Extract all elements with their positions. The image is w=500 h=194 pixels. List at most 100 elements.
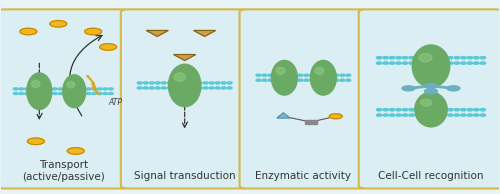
Circle shape: [310, 79, 315, 81]
Circle shape: [215, 82, 220, 84]
Circle shape: [428, 109, 434, 111]
Circle shape: [422, 57, 427, 59]
Circle shape: [80, 93, 85, 94]
Circle shape: [221, 82, 226, 84]
Circle shape: [402, 114, 408, 116]
Circle shape: [58, 88, 63, 90]
Circle shape: [138, 87, 142, 89]
Text: Enzymatic activity: Enzymatic activity: [256, 171, 352, 181]
Circle shape: [75, 93, 80, 94]
Ellipse shape: [67, 81, 75, 88]
Circle shape: [24, 93, 29, 94]
Circle shape: [467, 109, 472, 111]
Circle shape: [256, 79, 261, 81]
Circle shape: [467, 57, 472, 59]
Circle shape: [460, 109, 466, 111]
Circle shape: [316, 79, 321, 81]
Circle shape: [92, 93, 96, 94]
Text: Signal transduction: Signal transduction: [134, 171, 236, 181]
Circle shape: [70, 88, 74, 90]
Circle shape: [98, 93, 102, 94]
Circle shape: [330, 114, 342, 119]
Circle shape: [316, 74, 321, 76]
Circle shape: [58, 93, 63, 94]
Circle shape: [454, 57, 460, 59]
Circle shape: [280, 79, 285, 81]
Text: ATP: ATP: [108, 98, 122, 107]
FancyBboxPatch shape: [0, 9, 130, 189]
Circle shape: [92, 88, 96, 90]
Circle shape: [167, 87, 172, 89]
Circle shape: [441, 114, 446, 116]
Circle shape: [298, 79, 303, 81]
Circle shape: [467, 62, 472, 64]
Circle shape: [191, 87, 196, 89]
Circle shape: [422, 109, 427, 111]
Circle shape: [30, 93, 35, 94]
Circle shape: [480, 62, 486, 64]
Circle shape: [460, 62, 466, 64]
Circle shape: [197, 87, 202, 89]
Ellipse shape: [27, 73, 52, 110]
Text: Cell-Cell recognition: Cell-Cell recognition: [378, 171, 484, 181]
Circle shape: [144, 82, 148, 84]
Circle shape: [428, 114, 434, 116]
Circle shape: [268, 79, 273, 81]
Circle shape: [454, 62, 460, 64]
Circle shape: [19, 88, 24, 90]
Circle shape: [310, 74, 315, 76]
Circle shape: [167, 82, 172, 84]
Circle shape: [340, 79, 345, 81]
Circle shape: [36, 88, 41, 90]
Circle shape: [428, 57, 434, 59]
Polygon shape: [194, 30, 216, 36]
Circle shape: [402, 57, 408, 59]
Circle shape: [84, 28, 102, 35]
Circle shape: [14, 93, 18, 94]
Circle shape: [28, 138, 44, 145]
Circle shape: [19, 93, 24, 94]
Circle shape: [322, 74, 327, 76]
Circle shape: [47, 93, 52, 94]
Circle shape: [409, 114, 414, 116]
Circle shape: [474, 109, 479, 111]
Circle shape: [185, 87, 190, 89]
Polygon shape: [146, 30, 168, 36]
Circle shape: [334, 79, 339, 81]
Circle shape: [402, 62, 408, 64]
Circle shape: [328, 79, 333, 81]
Circle shape: [416, 109, 421, 111]
Circle shape: [467, 114, 472, 116]
Circle shape: [64, 93, 68, 94]
Circle shape: [334, 74, 339, 76]
Circle shape: [409, 57, 414, 59]
Circle shape: [138, 82, 142, 84]
Circle shape: [340, 74, 345, 76]
Circle shape: [460, 57, 466, 59]
Circle shape: [209, 87, 214, 89]
Circle shape: [149, 82, 154, 84]
Circle shape: [328, 74, 333, 76]
Circle shape: [86, 93, 91, 94]
Circle shape: [383, 62, 388, 64]
Circle shape: [376, 57, 382, 59]
Circle shape: [376, 114, 382, 116]
Ellipse shape: [272, 60, 297, 95]
Circle shape: [422, 62, 427, 64]
Circle shape: [435, 57, 440, 59]
Circle shape: [70, 93, 74, 94]
Circle shape: [274, 74, 279, 76]
Ellipse shape: [63, 75, 86, 108]
Circle shape: [149, 87, 154, 89]
Circle shape: [103, 93, 108, 94]
Ellipse shape: [31, 80, 40, 87]
Circle shape: [480, 114, 486, 116]
Text: Transport
(active/passive): Transport (active/passive): [22, 160, 104, 182]
Circle shape: [304, 74, 309, 76]
Circle shape: [390, 109, 395, 111]
Circle shape: [435, 62, 440, 64]
Circle shape: [396, 57, 402, 59]
Circle shape: [416, 57, 421, 59]
Circle shape: [98, 88, 102, 90]
Circle shape: [447, 86, 460, 91]
